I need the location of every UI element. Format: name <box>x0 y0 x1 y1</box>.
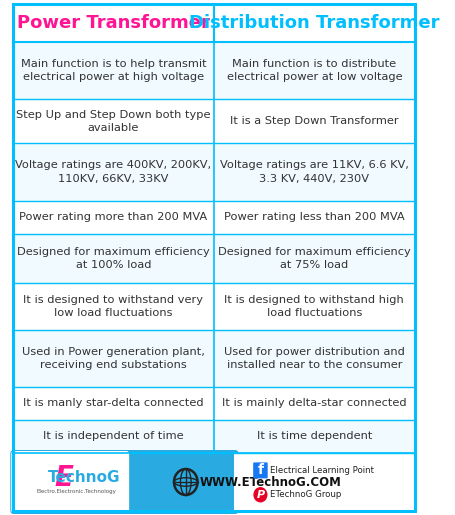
Bar <box>13 234 415 283</box>
Circle shape <box>254 488 267 502</box>
Text: It is time dependent: It is time dependent <box>257 432 372 441</box>
Bar <box>13 387 415 420</box>
Bar <box>13 42 415 99</box>
Text: Designed for maximum efficiency
at 75% load: Designed for maximum efficiency at 75% l… <box>218 247 411 270</box>
Text: Electro.Electronic.Technology: Electro.Electronic.Technology <box>37 489 117 494</box>
Bar <box>13 201 415 234</box>
Bar <box>13 143 415 201</box>
Text: Main function is to distribute
electrical power at low voltage: Main function is to distribute electrica… <box>227 59 402 82</box>
Bar <box>13 99 415 143</box>
Text: It is designed to withstand high
load fluctuations: It is designed to withstand high load fl… <box>224 295 404 318</box>
Text: f: f <box>258 464 263 477</box>
Text: Voltage ratings are 400KV, 200KV,
110KV, 66KV, 33KV: Voltage ratings are 400KV, 200KV, 110KV,… <box>15 160 212 184</box>
Text: ETechnoG Group: ETechnoG Group <box>270 490 342 499</box>
FancyBboxPatch shape <box>253 462 268 478</box>
Bar <box>13 4 415 42</box>
Text: Distribution Transformer: Distribution Transformer <box>189 14 440 32</box>
Text: It is designed to withstand very
low load fluctuations: It is designed to withstand very low loa… <box>24 295 203 318</box>
Bar <box>13 420 415 453</box>
Text: Power rating less than 200 MVA: Power rating less than 200 MVA <box>224 212 404 222</box>
Text: It is a Step Down Transformer: It is a Step Down Transformer <box>230 116 399 126</box>
Text: Designed for maximum efficiency
at 100% load: Designed for maximum efficiency at 100% … <box>17 247 210 270</box>
Text: TechnoG: TechnoG <box>48 470 121 485</box>
Text: P: P <box>256 490 264 500</box>
Text: Used in Power generation plant,
receiving end substations: Used in Power generation plant, receivin… <box>22 347 205 370</box>
Text: Voltage ratings are 11KV, 6.6 KV,
3.3 KV, 440V, 230V: Voltage ratings are 11KV, 6.6 KV, 3.3 KV… <box>220 160 409 184</box>
Bar <box>13 330 415 387</box>
Text: Power rating more than 200 MVA: Power rating more than 200 MVA <box>20 212 207 222</box>
Text: Main function is to help transmit
electrical power at high voltage: Main function is to help transmit electr… <box>20 59 206 82</box>
Text: WWW.ETechnoG.COM: WWW.ETechnoG.COM <box>199 475 341 489</box>
Text: Electrical Learning Point: Electrical Learning Point <box>270 466 374 475</box>
Bar <box>13 283 415 330</box>
Text: Step Up and Step Down both type
available: Step Up and Step Down both type availabl… <box>16 110 211 133</box>
Text: E: E <box>55 464 74 492</box>
Text: It is mainly delta-star connected: It is mainly delta-star connected <box>222 399 407 408</box>
FancyBboxPatch shape <box>11 451 129 513</box>
FancyBboxPatch shape <box>10 450 238 514</box>
Text: It is independent of time: It is independent of time <box>43 432 184 441</box>
Text: Used for power distribution and
installed near to the consumer: Used for power distribution and installe… <box>224 347 405 370</box>
Text: Power Transformer: Power Transformer <box>17 14 210 32</box>
Text: It is manly star-delta connected: It is manly star-delta connected <box>23 399 204 408</box>
Bar <box>234 454 414 510</box>
